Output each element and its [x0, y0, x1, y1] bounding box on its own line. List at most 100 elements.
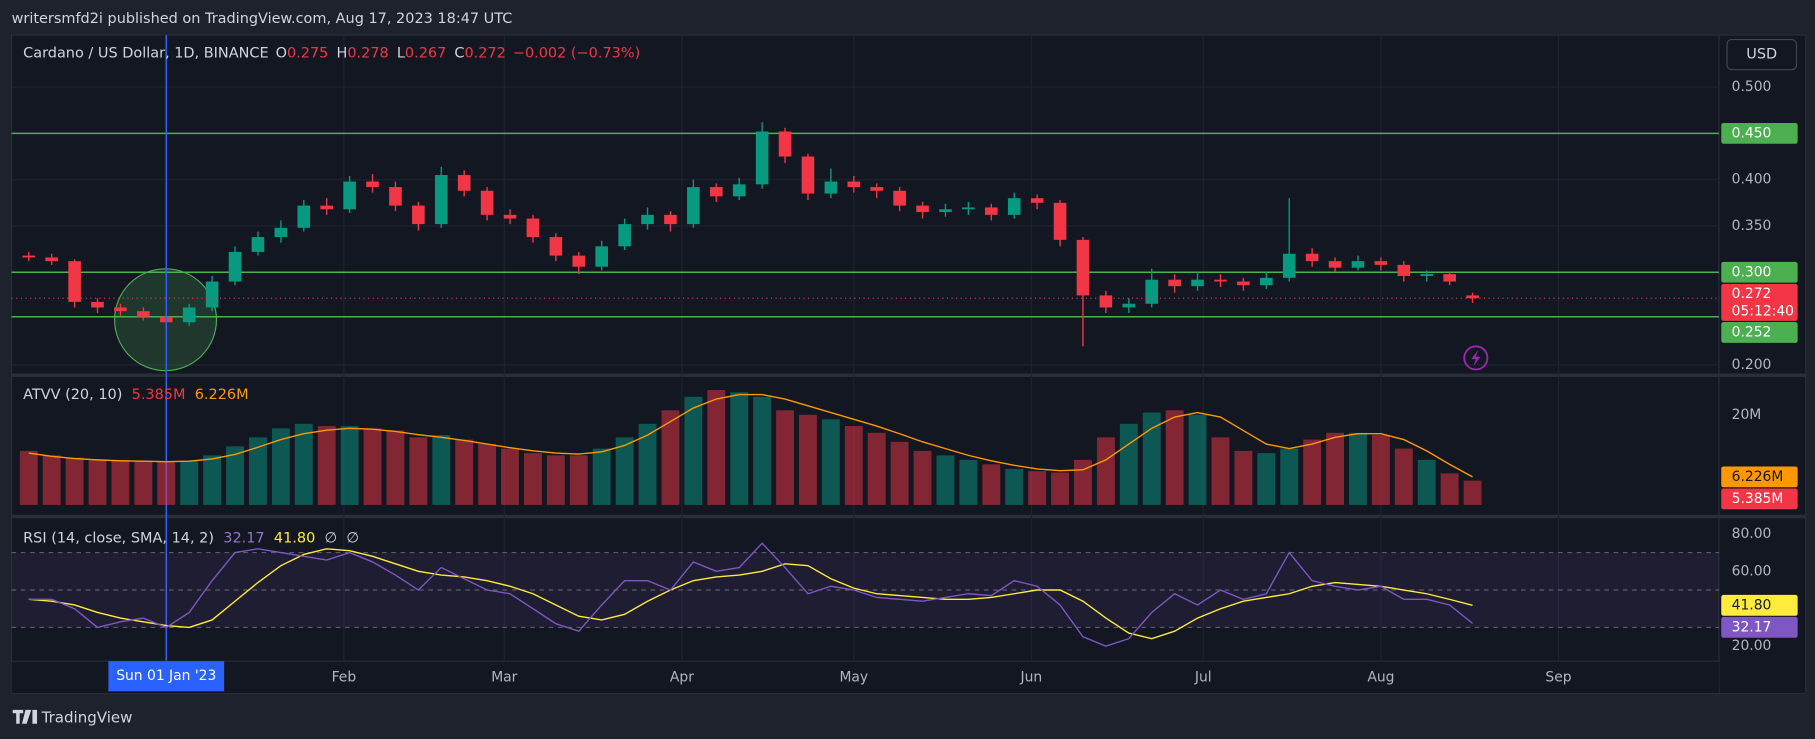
level-label: 0.300	[1732, 264, 1772, 280]
marks-layer	[11, 34, 1719, 662]
candle-body	[1420, 274, 1434, 276]
candle-body	[641, 214, 654, 225]
alert-icon[interactable]	[1463, 345, 1489, 371]
volume-bar	[65, 457, 84, 505]
candle-body	[274, 227, 288, 238]
candle-body	[595, 246, 609, 267]
ohlc-key: C	[454, 45, 464, 61]
time-axis-background	[11, 661, 1719, 693]
indicator-title: ATVV (20, 10)	[23, 387, 122, 403]
volume-bar	[615, 437, 634, 505]
x-tick-label: Jul	[1194, 669, 1212, 685]
candle-body	[1122, 303, 1136, 308]
candle-body	[1237, 281, 1250, 286]
candle-body	[870, 187, 884, 191]
candle-body	[228, 251, 242, 282]
indicator-value: 5.385M	[132, 387, 186, 403]
candle-body	[343, 181, 356, 210]
last-price-label: 0.272	[1732, 286, 1772, 302]
candle-body	[1305, 253, 1319, 262]
volume-bar	[1349, 432, 1367, 505]
volume-bar	[799, 414, 817, 505]
volume-bar	[982, 464, 1001, 505]
indicator-value: 32.17	[223, 530, 264, 546]
volume-bar	[226, 446, 244, 505]
crosshair-label: Sun 01 Jan '23	[116, 668, 216, 684]
currency-button[interactable]	[1726, 39, 1798, 71]
candle-body	[618, 224, 631, 247]
grid-layer	[11, 34, 1719, 662]
volume-bar	[340, 426, 359, 505]
ohlc-key: H	[336, 45, 347, 61]
candle-body	[801, 156, 815, 194]
volume-bar	[1326, 432, 1344, 505]
x-tick-label: Apr	[670, 669, 694, 685]
x-tick-label: Sep	[1545, 669, 1571, 685]
candle-body	[91, 301, 104, 308]
rsi-sma-value-label-box	[1721, 594, 1798, 616]
price-legend: Cardano / US Dollar, 1D, BINANCE O0.275 H0…	[23, 45, 640, 61]
x-tick-label: Feb	[332, 669, 357, 685]
volume-bar	[1440, 473, 1459, 505]
candle-body	[320, 205, 333, 210]
volume-bar	[867, 432, 886, 505]
volume-bar	[730, 392, 749, 505]
candle-body	[1260, 277, 1273, 286]
volume-bar	[1119, 423, 1138, 505]
brand-logo	[12, 709, 38, 724]
ohlc-value: 0.267	[405, 45, 446, 61]
volume-bar	[432, 435, 451, 505]
volume-bar	[363, 428, 382, 505]
candle-body	[137, 311, 150, 317]
candle-body	[434, 175, 448, 225]
candle-body	[939, 209, 952, 213]
candle-body	[1466, 295, 1479, 299]
volume-bar	[1303, 439, 1322, 505]
candle-body	[457, 175, 471, 191]
candle-body	[1007, 198, 1021, 215]
volume-bar	[88, 459, 107, 505]
axis-layer: Feb Mar Apr May Jun Jul Aug Sep 0.200 0.350 0.400 0…	[108, 79, 1798, 692]
ohlc-value: 0.278	[347, 45, 388, 61]
volume-bar	[501, 448, 519, 505]
volume-bar	[1188, 414, 1207, 505]
volume-bar	[753, 396, 772, 505]
symbol-title: Cardano / US Dollar, 1D, BINANCE	[23, 45, 269, 61]
volume-bar	[1051, 472, 1069, 505]
volume-bar	[294, 423, 313, 505]
currency-button-label[interactable]: USD	[1746, 47, 1777, 63]
volume-bar	[707, 390, 726, 505]
published-note: writersmfd2i published on TradingView.co…	[12, 11, 513, 27]
volume-bar	[249, 437, 267, 505]
candle-body	[297, 205, 311, 228]
candle-body	[732, 184, 746, 197]
ohlc-value: 0.275	[287, 45, 328, 61]
volume-bar	[1371, 435, 1390, 505]
rsi-sma-value-label: 41.80	[1732, 597, 1772, 613]
candle-body	[22, 255, 36, 258]
candle-body	[1282, 253, 1296, 278]
brand-name: TradingView	[41, 708, 133, 726]
candle-body	[45, 257, 58, 262]
volume-bar	[546, 455, 565, 505]
x-tick-label: Mar	[491, 669, 517, 685]
y-tick-label: 0.500	[1732, 79, 1772, 95]
level-label-box	[1721, 261, 1798, 283]
volume-bar	[661, 410, 680, 505]
level-label: 0.252	[1732, 324, 1772, 340]
volume-bar	[1096, 437, 1115, 505]
volume-bar	[936, 455, 955, 505]
candle-body	[1374, 261, 1388, 265]
candle-body	[1076, 239, 1090, 296]
y-tick-label: 0.200	[1732, 357, 1772, 373]
volume-bar	[1028, 471, 1047, 505]
volume-bar	[455, 439, 474, 505]
volume-bar	[569, 455, 588, 505]
candle-body	[1328, 261, 1342, 268]
crosshair-label-box	[108, 661, 225, 692]
volume-bar	[524, 453, 542, 505]
candle-body	[1351, 261, 1365, 268]
candle-body	[1443, 274, 1456, 282]
level-label: 0.450	[1732, 125, 1772, 141]
